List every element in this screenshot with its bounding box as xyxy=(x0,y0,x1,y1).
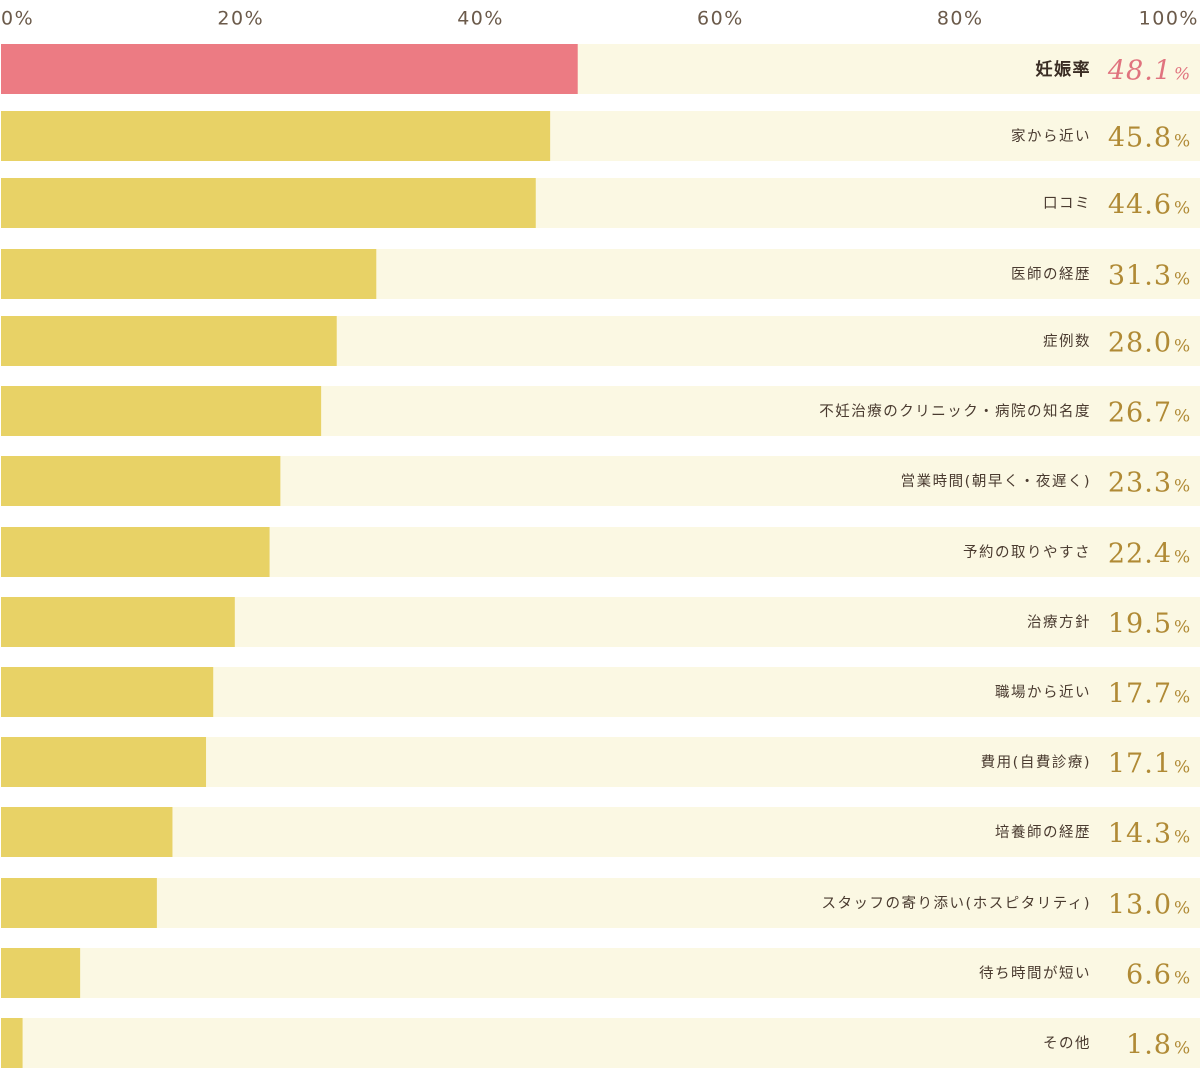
category-label: 家から近い xyxy=(1011,128,1091,145)
bar-row: 治療方針 19.5% xyxy=(1,597,1200,647)
value-label: 48.1 xyxy=(1107,56,1172,87)
bar xyxy=(1,111,551,161)
x-tick-label: 80% xyxy=(937,8,984,30)
x-tick-label: 60% xyxy=(697,8,744,30)
unit-label: % xyxy=(1174,688,1190,708)
bar-row: 口コミ 44.6% xyxy=(1,178,1200,228)
unit-label: % xyxy=(1174,969,1190,989)
bar xyxy=(1,597,235,647)
value-label: 1.8 xyxy=(1126,1030,1172,1061)
category-label: 待ち時間が短い xyxy=(979,965,1091,982)
bar xyxy=(1,456,281,506)
bar-highlight xyxy=(1,44,578,94)
value-label: 13.0 xyxy=(1108,890,1172,921)
value-label: 17.1 xyxy=(1108,749,1172,780)
bar-track xyxy=(1,1018,1200,1068)
category-label: 費用(自費診療) xyxy=(981,754,1091,771)
bar-row: 家から近い 45.8% xyxy=(1,111,1200,161)
value-label: 31.3 xyxy=(1108,261,1172,292)
unit-label: % xyxy=(1174,618,1190,638)
unit-label: % xyxy=(1174,548,1190,568)
bar xyxy=(1,527,270,577)
bar-row: スタッフの寄り添い(ホスピタリティ) 13.0% xyxy=(1,878,1200,928)
unit-label: % xyxy=(1174,758,1190,778)
x-tick-label: 40% xyxy=(457,8,504,30)
value-label: 22.4 xyxy=(1108,539,1172,570)
bar xyxy=(1,316,337,366)
unit-label: % xyxy=(1174,337,1190,357)
bar-track xyxy=(1,878,1200,928)
value-label: 6.6 xyxy=(1126,960,1172,991)
bar-rows: 妊娠率 48.1 % 家から近い 45.8 % 口コミ 44.6 % 医師の経歴 31.3 % 症例数 2… xyxy=(1,44,1200,1068)
value-label: 19.5 xyxy=(1108,609,1172,640)
bar-row: 営業時間(朝早く・夜遅く) 23.3% xyxy=(1,456,1200,506)
unit-label: % xyxy=(1174,899,1190,919)
category-label: 症例数 xyxy=(1043,333,1091,350)
bar-row: 妊娠率 48.1% xyxy=(1,44,1200,94)
bar xyxy=(1,667,214,717)
value-label: 28.0 xyxy=(1108,328,1172,359)
unit-label: % xyxy=(1174,199,1190,219)
x-tick-label: 20% xyxy=(217,8,264,30)
unit-label: % xyxy=(1174,65,1190,85)
bar xyxy=(1,878,157,928)
category-label: 妊娠率 xyxy=(1036,59,1092,80)
category-label: 不妊治療のクリニック・病院の知名度 xyxy=(819,403,1091,420)
bar-row: 不妊治療のクリニック・病院の知名度 26.7% xyxy=(1,386,1200,436)
category-label: スタッフの寄り添い(ホスピタリティ) xyxy=(822,894,1091,912)
category-label: 治療方針 xyxy=(1027,614,1091,631)
unit-label: % xyxy=(1174,1039,1190,1059)
bar-row: 予約の取りやすさ 22.4% xyxy=(1,527,1200,577)
unit-label: % xyxy=(1174,132,1190,152)
bar-track xyxy=(1,807,1200,857)
category-label: 培養師の経歴 xyxy=(995,823,1091,841)
bar-row: 医師の経歴 31.3% xyxy=(1,249,1200,299)
value-label: 44.6 xyxy=(1108,190,1172,221)
value-label: 14.3 xyxy=(1108,819,1172,850)
category-label: 予約の取りやすさ xyxy=(963,544,1091,561)
value-label: 17.7 xyxy=(1108,679,1172,710)
bar xyxy=(1,1018,23,1068)
bar xyxy=(1,178,536,228)
bar xyxy=(1,249,377,299)
bar xyxy=(1,948,81,998)
bar xyxy=(1,737,207,787)
unit-label: % xyxy=(1174,828,1190,848)
bar-row: 待ち時間が短い 6.6% xyxy=(1,948,1200,998)
bar xyxy=(1,386,322,436)
unit-label: % xyxy=(1174,477,1190,497)
category-label: 職場から近い xyxy=(995,684,1091,701)
x-tick-label: 100% xyxy=(1139,8,1199,30)
x-axis: 0% 20% 40% 60% 80% 100% xyxy=(1,8,1199,30)
bar-row: 職場から近い 17.7% xyxy=(1,667,1200,717)
bar-row: 費用(自費診療) 17.1% xyxy=(1,737,1200,787)
value-label: 23.3 xyxy=(1108,468,1172,499)
category-label: 口コミ xyxy=(1043,196,1091,212)
bar-row: 培養師の経歴 14.3% xyxy=(1,807,1200,857)
unit-label: % xyxy=(1174,407,1190,427)
value-label: 26.7 xyxy=(1108,398,1172,429)
bar xyxy=(1,807,173,857)
category-label: その他 xyxy=(1043,1035,1091,1052)
x-tick-label: 0% xyxy=(1,8,34,30)
bar-row: その他 1.8% xyxy=(1,1018,1200,1068)
bar-row: 症例数 28.0% xyxy=(1,316,1200,366)
category-label: 医師の経歴 xyxy=(1011,266,1091,283)
unit-label: % xyxy=(1174,270,1190,290)
value-label: 45.8 xyxy=(1108,123,1172,154)
bar-track xyxy=(1,948,1200,998)
category-label: 営業時間(朝早く・夜遅く) xyxy=(901,473,1091,490)
